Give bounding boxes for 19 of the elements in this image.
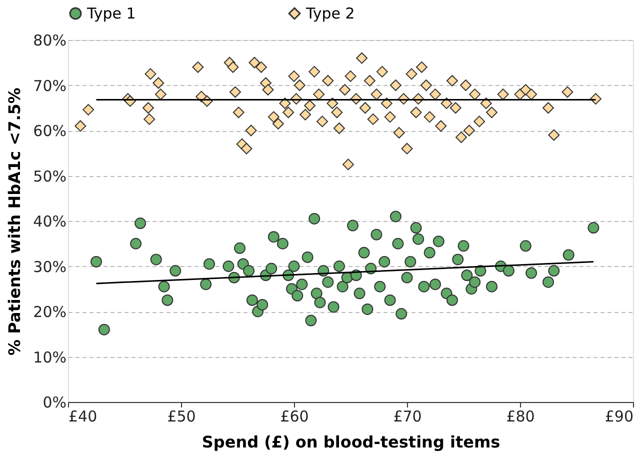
y-tick-label: 10% — [33, 348, 66, 366]
x-tick-label: £50 — [167, 408, 196, 426]
y-tick-label: 70% — [33, 76, 66, 95]
x-tick-label: £40 — [68, 408, 98, 426]
legend-label: Type 1 — [86, 4, 136, 23]
x-axis-title: Spend (£) on blood-testing items — [202, 432, 500, 452]
y-tick-label: 20% — [33, 303, 66, 321]
y-axis-title: % Patients with HbA1c <7.5% — [5, 88, 24, 356]
x-tick-label: £60 — [280, 408, 309, 426]
y-tick-label: 80% — [33, 32, 66, 50]
x-tick-label: £90 — [604, 408, 634, 426]
x-tick-label: £80 — [506, 408, 535, 426]
legend-label: Type 2 — [305, 4, 355, 23]
y-tick-label: 30% — [33, 258, 66, 276]
y-tick-label: 40% — [33, 212, 66, 230]
y-tick-label: 60% — [33, 122, 66, 140]
y-tick-label: 50% — [33, 167, 66, 186]
x-tick-label: £70 — [393, 408, 422, 426]
y-tick-label: 0% — [42, 394, 66, 412]
